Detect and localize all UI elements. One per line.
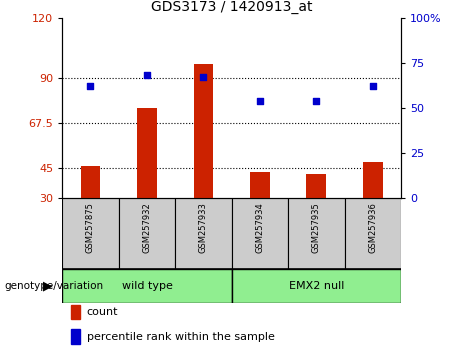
- Title: GDS3173 / 1420913_at: GDS3173 / 1420913_at: [151, 0, 313, 14]
- Point: [200, 74, 207, 80]
- Bar: [62, 269, 231, 303]
- Text: EMX2 null: EMX2 null: [289, 281, 344, 291]
- Text: count: count: [87, 307, 118, 317]
- Bar: [363, 162, 383, 198]
- Bar: [81, 166, 100, 198]
- Text: GSM257933: GSM257933: [199, 202, 208, 253]
- Text: wild type: wild type: [122, 281, 172, 291]
- Bar: [71, 305, 80, 319]
- Bar: [344, 198, 401, 269]
- Point: [313, 98, 320, 104]
- Text: GSM257935: GSM257935: [312, 202, 321, 252]
- Text: GSM257936: GSM257936: [368, 202, 378, 253]
- Text: GSM257934: GSM257934: [255, 202, 265, 252]
- Bar: [118, 198, 175, 269]
- Bar: [288, 198, 344, 269]
- Bar: [307, 174, 326, 198]
- Bar: [231, 269, 401, 303]
- Bar: [137, 108, 157, 198]
- Bar: [71, 329, 80, 344]
- Text: genotype/variation: genotype/variation: [5, 281, 104, 291]
- Text: GSM257932: GSM257932: [142, 202, 152, 252]
- Bar: [250, 172, 270, 198]
- Point: [143, 73, 151, 78]
- Bar: [175, 198, 231, 269]
- Point: [256, 98, 264, 104]
- Bar: [231, 198, 288, 269]
- Text: GSM257875: GSM257875: [86, 202, 95, 253]
- Text: ▶: ▶: [43, 279, 53, 292]
- Bar: [194, 64, 213, 198]
- Point: [369, 84, 377, 89]
- Bar: [62, 198, 118, 269]
- Point: [87, 84, 94, 89]
- Text: percentile rank within the sample: percentile rank within the sample: [87, 332, 275, 342]
